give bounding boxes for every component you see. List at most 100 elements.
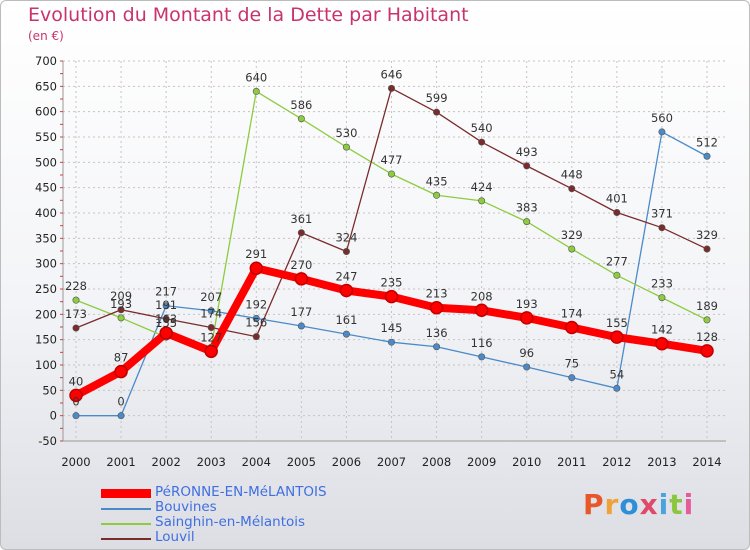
data-label-pe-ronne-en-me-lantois: 142 xyxy=(651,323,673,337)
logo-letter: i xyxy=(683,488,695,521)
data-point-louvil xyxy=(252,333,260,341)
data-point-sainghin-en-me-lantois xyxy=(568,245,576,253)
data-label-louvil: 599 xyxy=(426,91,448,105)
data-point-sainghin-en-me-lantois xyxy=(387,170,395,178)
data-point-sainghin-en-me-lantois xyxy=(478,197,486,205)
data-label-louvil: 646 xyxy=(381,67,403,81)
y-tick-label: 100 xyxy=(35,358,57,372)
data-label-bouvines: 54 xyxy=(610,367,625,381)
logo-letter: P xyxy=(583,488,605,521)
data-label-louvil: 156 xyxy=(245,316,267,330)
data-label-louvil: 209 xyxy=(110,289,132,303)
data-point-sainghin-en-me-lantois xyxy=(72,296,80,304)
data-point-pe-ronne-en-me-lantois xyxy=(69,388,83,403)
data-point-bouvines xyxy=(387,338,395,346)
x-tick-label: 2004 xyxy=(242,455,271,469)
y-tick-label: 50 xyxy=(42,383,57,397)
axes: -500501001502002503003504004505005506006… xyxy=(35,54,726,469)
data-label-pe-ronne-en-me-lantois: 235 xyxy=(381,276,403,290)
data-label-bouvines: 207 xyxy=(200,290,222,304)
data-label-sainghin-en-me-lantois: 155 xyxy=(155,316,177,330)
data-point-pe-ronne-en-me-lantois xyxy=(204,344,218,359)
data-point-bouvines xyxy=(162,302,170,310)
data-point-pe-ronne-en-me-lantois xyxy=(610,330,624,344)
data-point-louvil xyxy=(658,224,666,232)
data-label-louvil: 329 xyxy=(696,228,718,242)
chart-subtitle: (en €) xyxy=(28,29,64,43)
x-tick-label: 2002 xyxy=(152,455,181,469)
data-label-bouvines: 192 xyxy=(245,297,267,311)
y-tick-label: 250 xyxy=(35,282,57,296)
data-point-pe-ronne-en-me-lantois xyxy=(700,344,714,358)
data-point-pe-ronne-en-me-lantois xyxy=(294,272,309,286)
y-tick-label: 400 xyxy=(35,206,57,220)
logo-letter: o xyxy=(619,488,640,521)
y-tick-label: 650 xyxy=(35,79,57,93)
data-label-bouvines: 512 xyxy=(696,135,718,149)
data-point-bouvines xyxy=(523,363,531,371)
data-label-bouvines: 0 xyxy=(72,395,79,409)
data-point-bouvines xyxy=(342,330,350,338)
data-point-louvil xyxy=(478,138,486,146)
data-point-pe-ronne-en-me-lantois xyxy=(249,261,264,275)
grid-lines xyxy=(63,60,726,442)
data-point-pe-ronne-en-me-lantois xyxy=(159,326,173,340)
x-tick-label: 2010 xyxy=(512,455,541,469)
data-label-sainghin-en-me-lantois: 383 xyxy=(516,201,538,215)
data-point-louvil xyxy=(433,108,441,116)
x-tick-label: 2003 xyxy=(197,455,226,469)
x-tick-label: 2011 xyxy=(557,455,586,469)
data-point-louvil xyxy=(72,324,80,332)
y-tick-label: 700 xyxy=(35,54,57,68)
data-point-bouvines xyxy=(433,343,441,351)
x-tick-label: 2014 xyxy=(692,455,721,469)
data-point-bouvines xyxy=(568,374,576,382)
legend-swatch-louvil xyxy=(101,538,151,540)
logo-letter: x xyxy=(639,488,659,521)
data-label-louvil: 361 xyxy=(290,212,312,226)
data-label-bouvines: 560 xyxy=(651,111,673,125)
y-tick-label: 300 xyxy=(35,257,57,271)
proxiti-logo: Proxiti xyxy=(583,488,694,521)
data-point-pe-ronne-en-me-lantois xyxy=(519,311,534,325)
legend-label-sainghin: Sainghin-en-Mélantois xyxy=(155,514,306,530)
y-tick-label: 550 xyxy=(35,130,57,144)
x-tick-label: 2013 xyxy=(647,455,676,469)
data-point-sainghin-en-me-lantois xyxy=(252,87,260,95)
data-label-louvil: 174 xyxy=(200,307,222,321)
data-point-louvil xyxy=(342,248,350,256)
data-label-sainghin-en-me-lantois: 189 xyxy=(696,299,718,313)
y-tick-label: 0 xyxy=(50,409,57,423)
data-point-sainghin-en-me-lantois xyxy=(297,115,305,123)
data-point-sainghin-en-me-lantois xyxy=(658,294,666,302)
data-label-bouvines: 177 xyxy=(290,305,312,319)
data-point-louvil xyxy=(162,315,170,323)
x-tick-label: 2009 xyxy=(467,455,496,469)
legend-label-peronne: PéRONNE-EN-MéLANTOIS xyxy=(155,484,327,500)
legend-label-bouvines: Bouvines xyxy=(155,499,217,515)
data-point-louvil xyxy=(297,229,305,237)
y-tick-label: 600 xyxy=(35,105,57,119)
data-label-louvil: 448 xyxy=(561,168,583,182)
legend-label-louvil: Louvil xyxy=(155,529,195,545)
data-point-louvil xyxy=(207,324,215,332)
data-label-bouvines: 116 xyxy=(471,336,493,350)
data-point-louvil xyxy=(523,162,531,170)
data-label-bouvines: 75 xyxy=(564,357,579,371)
legend-swatch-peronne xyxy=(101,489,151,498)
data-label-pe-ronne-en-me-lantois: 128 xyxy=(696,330,718,344)
data-point-sainghin-en-me-lantois xyxy=(342,143,350,151)
y-tick-label: 150 xyxy=(35,333,57,347)
legend-swatch-bouvines xyxy=(101,508,151,510)
y-tick-label: 200 xyxy=(35,307,57,321)
data-label-sainghin-en-me-lantois: 435 xyxy=(426,174,448,188)
data-point-louvil xyxy=(117,306,125,314)
data-label-pe-ronne-en-me-lantois: 155 xyxy=(606,316,628,330)
data-label-bouvines: 145 xyxy=(381,321,403,335)
data-label-louvil: 173 xyxy=(65,307,87,321)
data-label-sainghin-en-me-lantois: 329 xyxy=(561,228,583,242)
data-label-louvil: 540 xyxy=(471,121,493,135)
x-tick-label: 2005 xyxy=(287,455,316,469)
data-point-bouvines xyxy=(117,412,125,420)
